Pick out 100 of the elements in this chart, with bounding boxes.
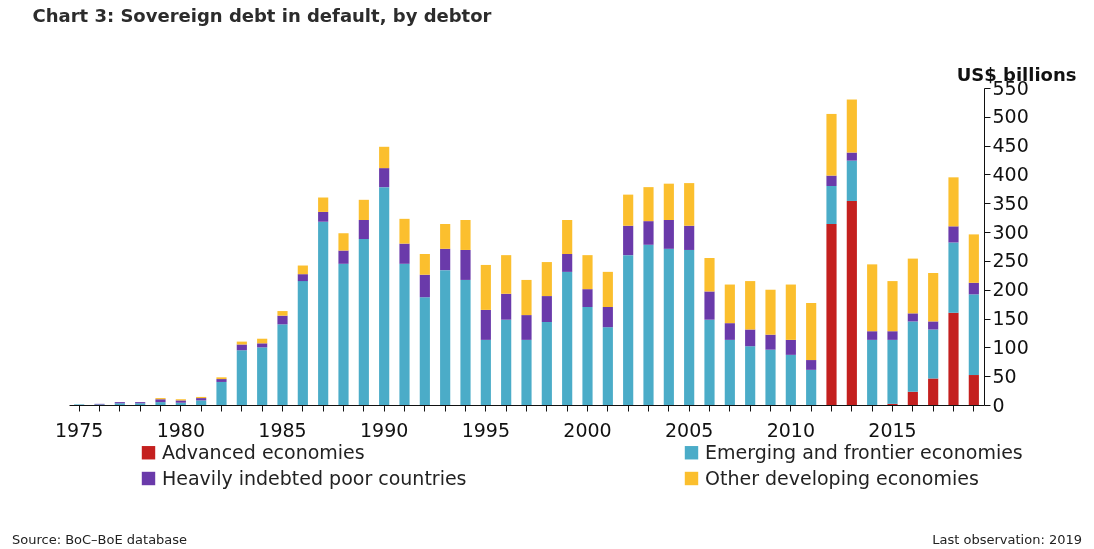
bar — [196, 400, 207, 405]
bar — [907, 391, 918, 405]
bar — [907, 313, 918, 322]
bar — [887, 339, 898, 404]
bar — [379, 146, 390, 169]
bar — [602, 327, 613, 405]
bar — [318, 211, 329, 222]
bar — [724, 284, 735, 324]
legend-label: Heavily indebted poor countries — [162, 466, 467, 489]
bar — [643, 187, 654, 222]
bar — [318, 197, 329, 212]
bar — [623, 225, 634, 256]
bar — [968, 294, 979, 376]
bar — [379, 187, 390, 405]
bar — [562, 271, 573, 405]
bar — [236, 344, 247, 351]
bar — [724, 339, 735, 405]
bar — [541, 296, 552, 322]
bar — [277, 315, 288, 325]
bar — [216, 381, 227, 405]
bar — [968, 282, 979, 295]
bar — [928, 321, 939, 330]
bar — [562, 219, 573, 254]
bar — [684, 249, 695, 405]
bar — [826, 224, 837, 405]
bar — [501, 255, 512, 294]
bar — [338, 233, 349, 251]
bar — [582, 289, 593, 308]
bar — [582, 255, 593, 290]
bar — [297, 281, 308, 405]
bar — [521, 279, 532, 316]
bar — [704, 319, 715, 405]
bar — [399, 218, 410, 244]
bar — [704, 291, 715, 320]
bar — [887, 281, 898, 332]
bar — [460, 219, 471, 250]
x-tick-label: 1985 — [258, 418, 307, 441]
bar — [846, 99, 857, 153]
bar — [318, 221, 329, 405]
bar — [867, 264, 878, 332]
bar — [826, 185, 837, 225]
bar — [846, 200, 857, 405]
bar — [521, 339, 532, 405]
bar — [745, 281, 756, 330]
y-tick-label: 100 — [992, 335, 1029, 358]
bar — [663, 219, 674, 249]
bar — [867, 339, 878, 405]
bar — [907, 258, 918, 314]
y-tick-label: 500 — [992, 105, 1029, 128]
bar — [541, 262, 552, 297]
text: Last observation: 2019 — [932, 532, 1082, 547]
bar — [236, 350, 247, 405]
bar — [846, 152, 857, 161]
source-note: Source: BoC–BoE database — [12, 532, 188, 547]
bar — [358, 219, 369, 240]
bar — [643, 221, 654, 245]
bar — [358, 239, 369, 405]
bar — [948, 177, 959, 227]
bar — [440, 224, 451, 249]
bar — [663, 183, 674, 220]
x-tick-label: 1980 — [156, 418, 206, 441]
x-tick-label: 2015 — [868, 418, 917, 441]
y-tick-label: 0 — [992, 393, 1005, 416]
bar — [277, 324, 288, 405]
bar — [684, 225, 695, 250]
bar — [419, 274, 430, 298]
bar — [826, 113, 837, 176]
bar — [440, 248, 451, 271]
bar — [968, 375, 979, 405]
bar — [785, 339, 796, 355]
bar — [907, 321, 918, 392]
bar — [277, 311, 288, 316]
bar — [480, 309, 491, 340]
y-tick-label: 400 — [992, 162, 1029, 185]
bar — [704, 258, 715, 292]
bar — [562, 253, 573, 272]
x-tick-label: 1995 — [461, 418, 511, 441]
bar — [460, 249, 471, 280]
bar — [257, 343, 268, 348]
bar — [826, 175, 837, 186]
bar — [257, 347, 268, 405]
bar — [419, 253, 430, 275]
x-tick-label: 2000 — [563, 418, 612, 441]
bar — [358, 199, 369, 220]
x-tick-label: 2005 — [664, 418, 714, 441]
bar — [785, 354, 796, 405]
bar — [297, 265, 308, 275]
bar — [623, 194, 634, 226]
bar — [806, 302, 817, 361]
bar — [806, 360, 817, 370]
bar — [338, 263, 349, 405]
bar — [521, 315, 532, 340]
bar — [582, 307, 593, 405]
bar — [948, 242, 959, 313]
bar — [602, 271, 613, 308]
bar — [501, 319, 512, 405]
bar — [541, 322, 552, 405]
bar — [379, 168, 390, 188]
bar — [867, 331, 878, 340]
bar — [806, 369, 817, 405]
